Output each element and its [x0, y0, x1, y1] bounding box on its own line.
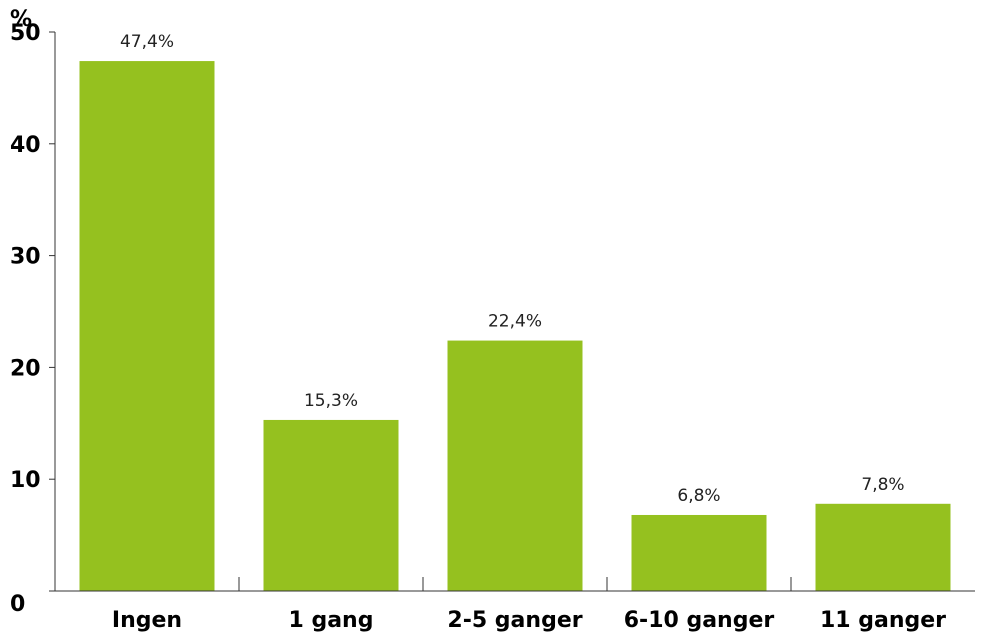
y-tick-label: 20 — [10, 356, 41, 381]
y-tick-label: 0 — [10, 592, 25, 617]
y-axis-unit: % — [10, 7, 32, 32]
bar — [79, 61, 215, 592]
data-label: 6,8% — [677, 486, 720, 506]
y-tick-label: 50 — [10, 21, 41, 46]
x-tick-label: Ingen — [112, 608, 182, 633]
y-tick-label: 10 — [10, 468, 41, 493]
x-tick-label: 11 ganger — [820, 608, 946, 633]
y-axis: 0 10 20 30 40 50 — [10, 21, 56, 617]
data-label: 15,3% — [304, 391, 358, 411]
x-tick-label: 2-5 ganger — [447, 608, 582, 633]
x-tick-label: 1 gang — [289, 608, 374, 633]
data-label: 7,8% — [861, 475, 904, 495]
data-label: 22,4% — [488, 312, 542, 332]
bar — [263, 419, 399, 591]
data-label: 47,4% — [120, 32, 174, 52]
bar — [815, 503, 951, 591]
bars: 47,4% 15,3% 22,4% 6,8% 7,8% — [79, 32, 951, 592]
y-tick-label: 40 — [10, 133, 41, 158]
bar — [447, 340, 583, 591]
x-axis: Ingen 1 gang 2-5 ganger 6-10 ganger 11 gange… — [55, 577, 975, 633]
bar — [631, 514, 767, 591]
y-tick-label: 30 — [10, 245, 41, 270]
x-tick-label: 6-10 ganger — [624, 608, 775, 633]
